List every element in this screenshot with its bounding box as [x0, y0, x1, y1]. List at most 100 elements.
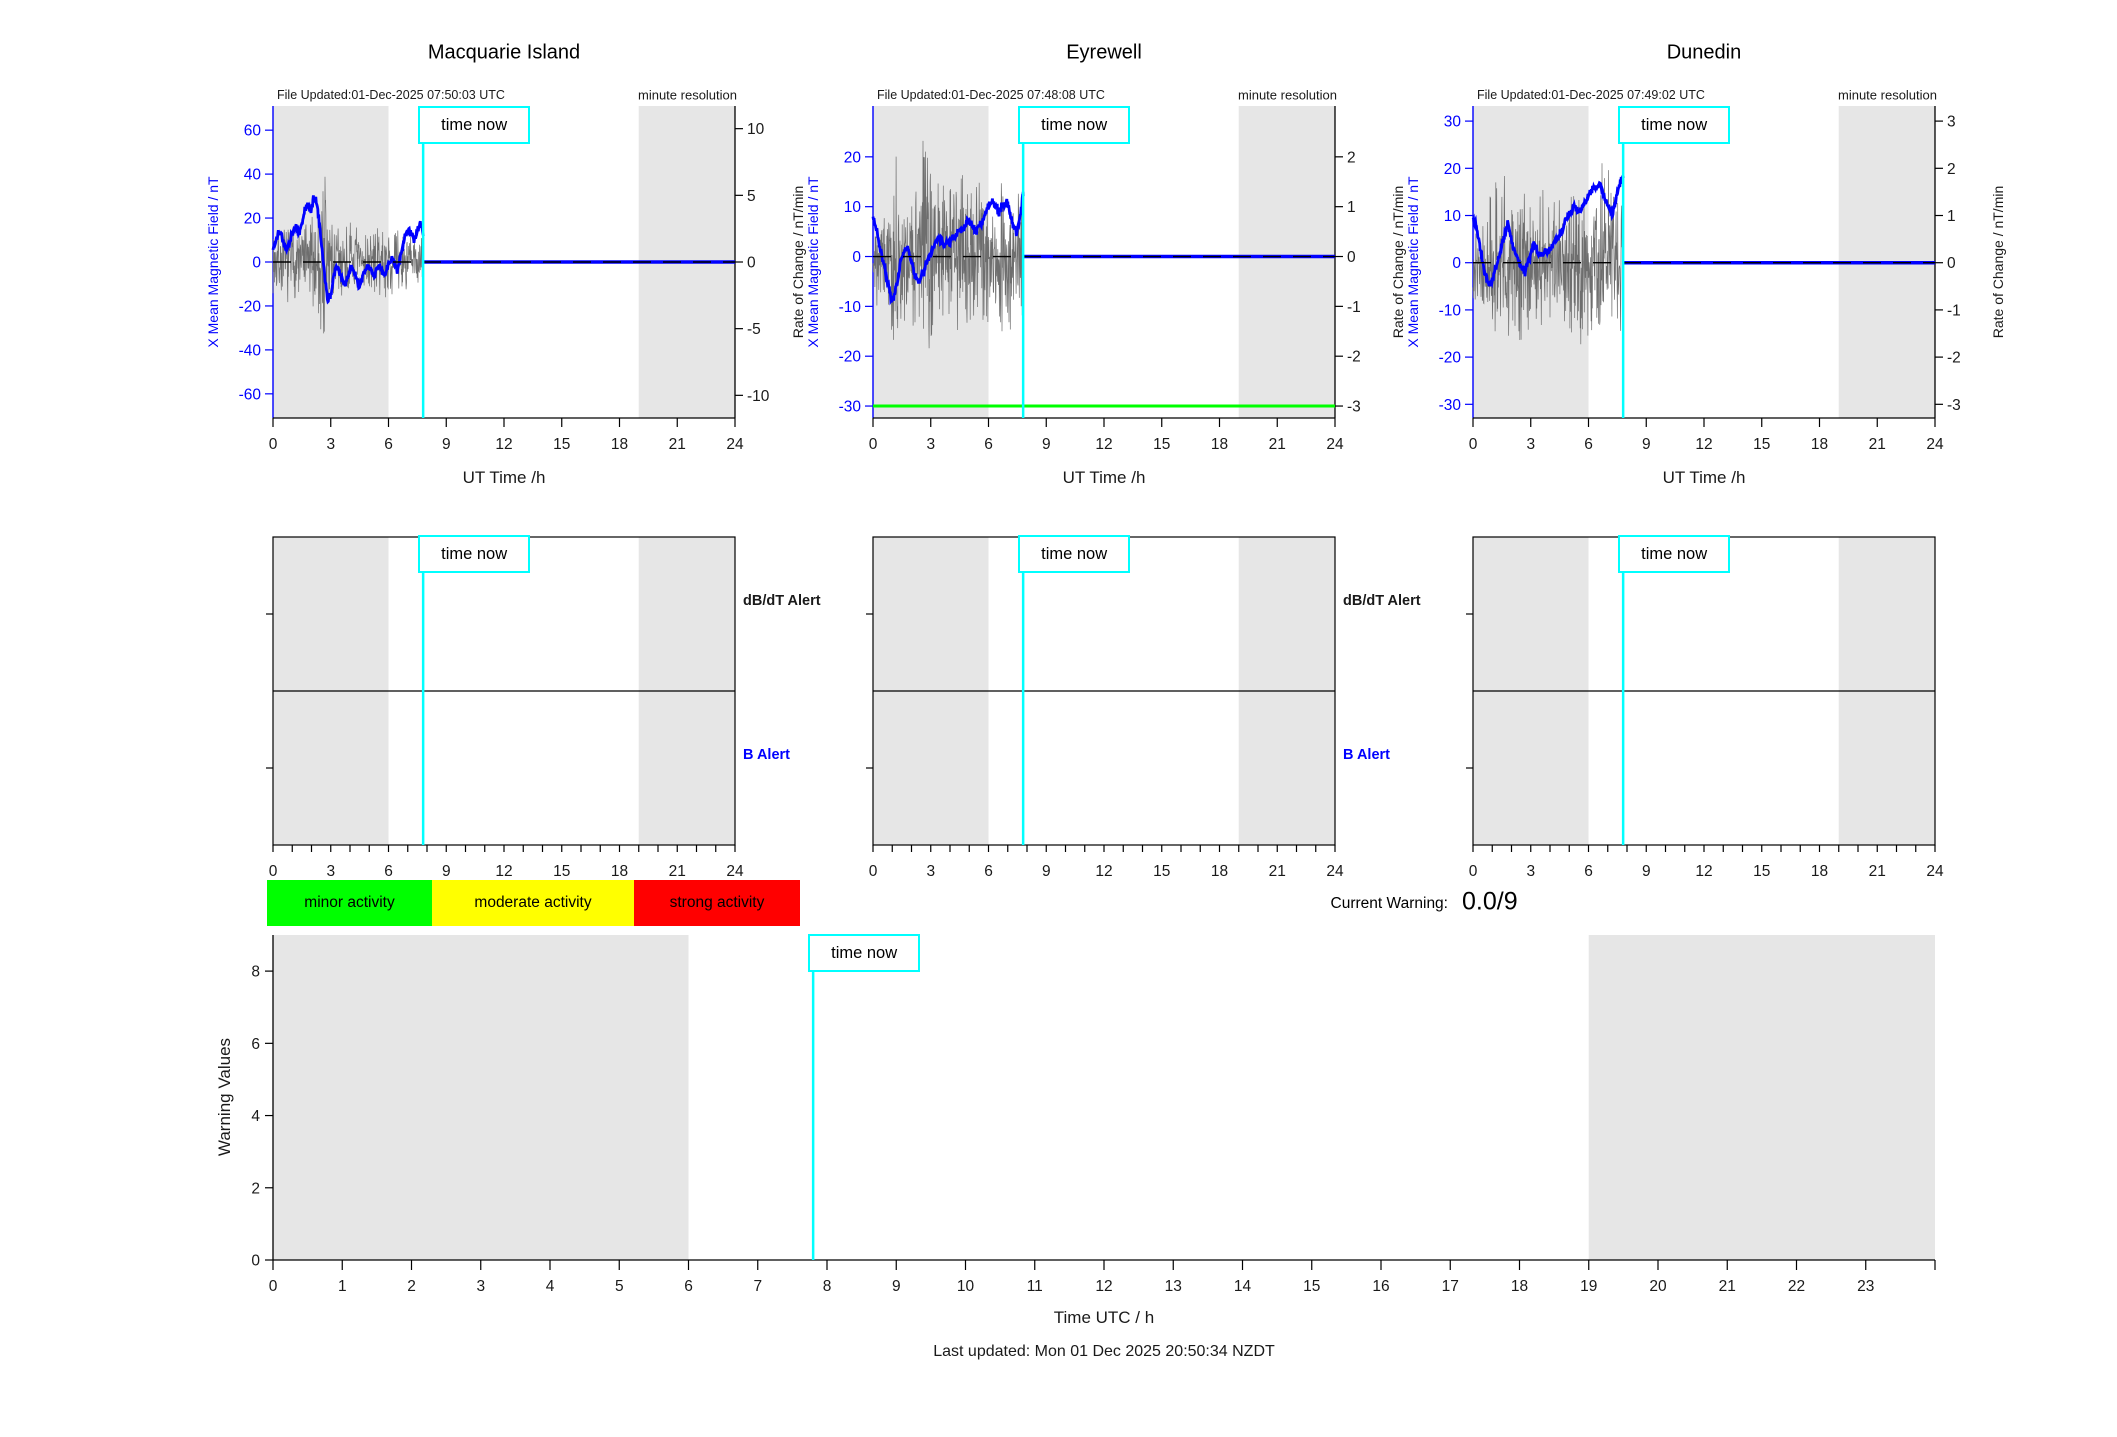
svg-text:2: 2	[407, 1278, 416, 1295]
svg-text:60: 60	[244, 123, 262, 140]
svg-text:4: 4	[251, 1108, 260, 1125]
svg-text:1: 1	[338, 1278, 347, 1295]
svg-text:3: 3	[1947, 114, 1956, 131]
svg-text:1: 1	[1947, 208, 1956, 225]
svg-text:-3: -3	[1347, 399, 1361, 416]
x-axis-label-eyrewell: UT Time /h	[1062, 468, 1146, 487]
svg-text:6: 6	[1584, 436, 1593, 453]
svg-text:15: 15	[553, 436, 570, 453]
svg-text:18: 18	[1211, 863, 1228, 880]
svg-text:-10: -10	[839, 299, 862, 316]
svg-text:-1: -1	[1947, 302, 1961, 319]
svg-text:0: 0	[1469, 863, 1478, 880]
svg-text:24: 24	[1326, 863, 1344, 880]
svg-text:6: 6	[384, 863, 393, 880]
svg-text:12: 12	[1695, 863, 1712, 880]
svg-text:9: 9	[442, 436, 451, 453]
svg-text:3: 3	[926, 863, 935, 880]
current-warning-label: Current Warning:	[1330, 895, 1448, 912]
svg-text:18: 18	[1211, 436, 1228, 453]
station-title-dunedin: Dunedin	[1666, 41, 1742, 64]
svg-text:18: 18	[1511, 1278, 1528, 1295]
svg-text:9: 9	[892, 1278, 901, 1295]
svg-text:20: 20	[1444, 161, 1462, 178]
y-right-label-eyrewell: Rate of Change / nT/min	[1390, 185, 1406, 339]
svg-text:9: 9	[1642, 436, 1651, 453]
svg-text:-40: -40	[239, 342, 262, 359]
time-utc-axis-label: Time UTC / h	[1053, 1308, 1155, 1327]
svg-text:0: 0	[869, 436, 878, 453]
svg-text:21: 21	[1869, 436, 1886, 453]
resolution-note-macquarie: minute resolution	[638, 87, 737, 103]
svg-text:-20: -20	[1439, 350, 1462, 367]
svg-text:3: 3	[326, 436, 335, 453]
svg-text:6: 6	[384, 436, 393, 453]
svg-text:1: 1	[1347, 199, 1356, 216]
station-title-macquarie: Macquarie Island	[427, 41, 581, 64]
svg-text:15: 15	[1153, 436, 1170, 453]
svg-text:18: 18	[611, 863, 628, 880]
svg-text:0: 0	[269, 1278, 278, 1295]
night-shading-band	[273, 935, 689, 1260]
alert-panel-macquarie-alert: 0 3 6 9 12 15 18 21 24	[266, 536, 744, 880]
y-left-label-dunedin: X Mean Magnetic Field / nT	[1405, 176, 1421, 348]
legend-minor-activity: minor activity	[267, 880, 432, 926]
svg-text:2: 2	[1347, 149, 1356, 166]
svg-text:40: 40	[244, 167, 262, 184]
x-axis-label-macquarie: UT Time /h	[462, 468, 546, 487]
svg-text:-1: -1	[1347, 299, 1361, 316]
svg-text:2: 2	[1947, 161, 1956, 178]
svg-text:12: 12	[1095, 863, 1112, 880]
b-alert-label-macquarie: B Alert	[743, 747, 790, 763]
svg-text:-30: -30	[1439, 397, 1462, 414]
svg-text:15: 15	[553, 863, 570, 880]
file-updated-macquarie: File Updated:01-Dec-2025 07:50:03 UTC	[277, 88, 505, 102]
svg-text:6: 6	[684, 1278, 693, 1295]
svg-text:10: 10	[747, 121, 765, 138]
legend-minor-activity-label: minor activity	[304, 894, 395, 911]
svg-text:24: 24	[1926, 436, 1944, 453]
svg-text:3: 3	[326, 863, 335, 880]
svg-text:18: 18	[1811, 436, 1828, 453]
x-axis-label-dunedin: UT Time /h	[1662, 468, 1746, 487]
station-title-eyrewell: Eyrewell	[1066, 41, 1142, 64]
svg-text:8: 8	[251, 964, 260, 981]
resolution-note-dunedin: minute resolution	[1838, 87, 1937, 103]
svg-text:2: 2	[251, 1180, 260, 1197]
svg-text:3: 3	[476, 1278, 485, 1295]
alert-panel-eyrewell-alert: 0 3 6 9 12 15 18 21 24	[866, 536, 1344, 880]
time-now-flag: time now	[1618, 106, 1731, 144]
svg-text:0: 0	[269, 436, 278, 453]
time-now-flag: time now	[418, 106, 531, 144]
svg-text:15: 15	[1303, 1278, 1320, 1295]
last-updated-text: Last updated: Mon 01 Dec 2025 20:50:34 N…	[933, 1343, 1275, 1360]
time-now-flag: time now	[1018, 535, 1131, 573]
file-updated-dunedin: File Updated:01-Dec-2025 07:49:02 UTC	[1477, 88, 1705, 102]
alert-panel-dunedin-alert: 0 3 6 9 12 15 18 21 24	[1466, 536, 1944, 880]
svg-text:19: 19	[1580, 1278, 1597, 1295]
night-shading-band	[1588, 935, 1935, 1260]
svg-text:-10: -10	[1439, 302, 1462, 319]
svg-text:12: 12	[1095, 1278, 1112, 1295]
current-warning-value: 0.0/9	[1462, 887, 1518, 916]
svg-text:12: 12	[1695, 436, 1712, 453]
svg-text:13: 13	[1165, 1278, 1182, 1295]
svg-text:0: 0	[252, 255, 261, 272]
rate-of-change-noise-series	[1472, 163, 1624, 345]
svg-text:0: 0	[1347, 249, 1356, 266]
svg-text:0: 0	[747, 255, 756, 272]
svg-text:10: 10	[957, 1278, 975, 1295]
svg-text:21: 21	[1269, 436, 1286, 453]
svg-text:23: 23	[1857, 1278, 1874, 1295]
svg-text:12: 12	[495, 436, 512, 453]
svg-text:24: 24	[726, 863, 744, 880]
y-left-label-macquarie: X Mean Magnetic Field / nT	[205, 176, 221, 348]
svg-text:15: 15	[1753, 863, 1770, 880]
dbdt-alert-label-eyrewell: dB/dT Alert	[1343, 593, 1421, 609]
svg-text:16: 16	[1372, 1278, 1389, 1295]
svg-text:18: 18	[611, 436, 628, 453]
file-updated-eyrewell: File Updated:01-Dec-2025 07:48:08 UTC	[877, 88, 1105, 102]
